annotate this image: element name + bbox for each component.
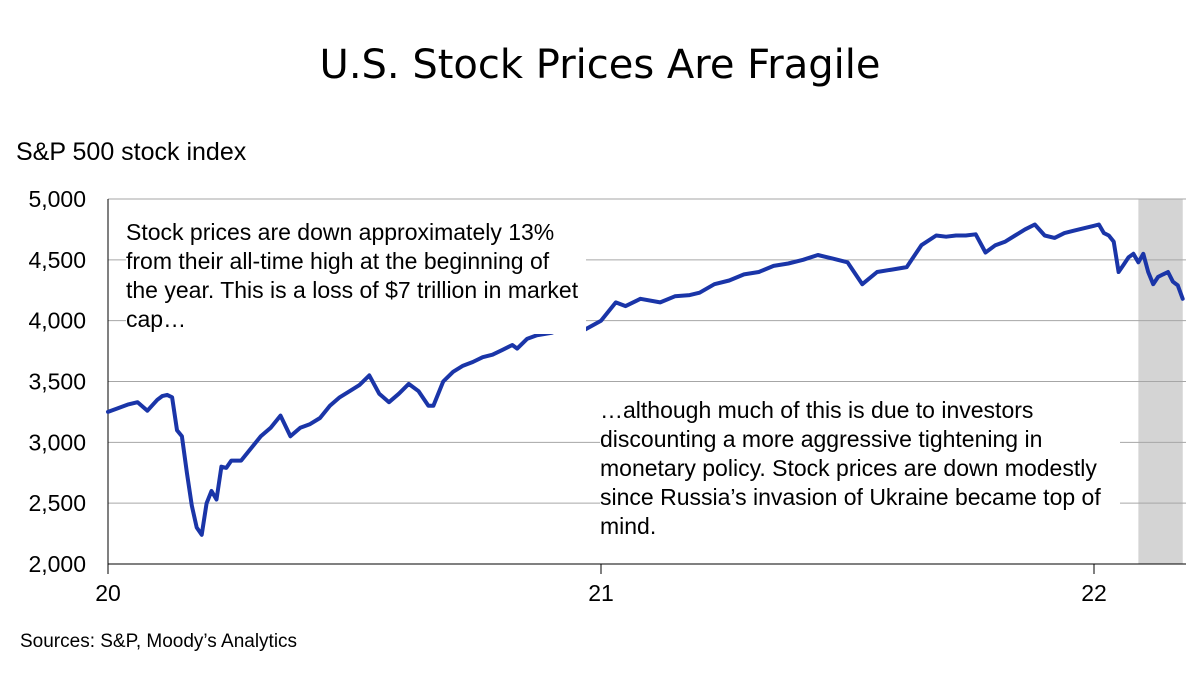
source-note: Sources: S&P, Moody’s Analytics (20, 631, 298, 652)
y-tick-label: 4,000 (28, 308, 86, 334)
y-tick-label: 2,500 (28, 490, 86, 516)
y-tick-label: 3,500 (28, 369, 86, 395)
y-tick-label: 4,500 (28, 247, 86, 273)
y-tick-label: 3,000 (28, 429, 86, 455)
y-tick-label: 5,000 (28, 186, 86, 212)
x-tick-label: 20 (95, 580, 121, 606)
annotation-left: Stock prices are down approximately 13% … (126, 218, 586, 334)
chart-title: U.S. Stock Prices Are Fragile (319, 42, 881, 88)
x-tick-label: 22 (1081, 580, 1107, 606)
series-line-sp500 (106, 222, 1185, 537)
y-axis-title: S&P 500 stock index (16, 138, 247, 166)
annotation-right: …although much of this is due to investo… (600, 396, 1120, 541)
y-tick-label: 2,000 (28, 551, 86, 577)
x-tick-label: 21 (588, 580, 614, 606)
